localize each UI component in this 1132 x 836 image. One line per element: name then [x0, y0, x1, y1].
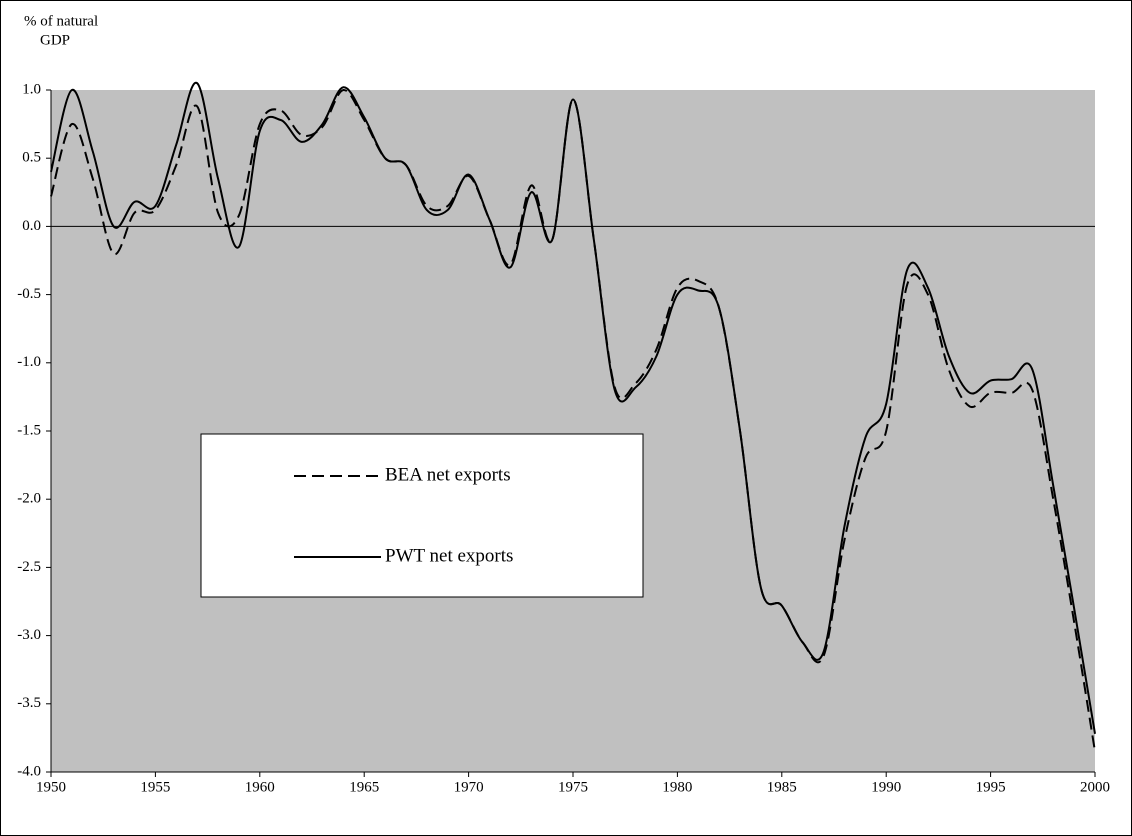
y-axis-label: GDP	[40, 32, 70, 48]
series-line	[50, 89, 1096, 752]
y-tick-label: -2.0	[17, 491, 41, 507]
y-tick-label: -2.5	[17, 559, 41, 575]
x-tick-label: 1995	[976, 779, 1006, 795]
plot-area	[51, 90, 1095, 772]
legend-label: BEA net exports	[385, 464, 511, 485]
y-tick-label: 1.0	[22, 81, 41, 97]
legend-label: PWT net exports	[385, 545, 513, 566]
x-tick-label: 1975	[558, 779, 588, 795]
y-tick-label: -1.5	[17, 422, 41, 438]
x-tick-label: 1980	[662, 779, 692, 795]
series-line	[50, 82, 1096, 734]
y-tick-label: -3.0	[17, 627, 41, 643]
x-tick-label: 1965	[349, 779, 379, 795]
y-tick-label: -0.5	[17, 286, 41, 302]
y-tick-label: -4.0	[17, 763, 41, 779]
x-tick-label: 1955	[140, 779, 170, 795]
x-tick-label: 1970	[454, 779, 484, 795]
y-tick-label: -1.0	[17, 354, 41, 370]
x-tick-label: 1985	[767, 779, 797, 795]
x-tick-label: 1960	[245, 779, 275, 795]
y-axis-label: % of natural	[24, 13, 98, 29]
y-tick-label: -3.5	[17, 695, 41, 711]
x-tick-label: 1990	[871, 779, 901, 795]
y-tick-label: 0.0	[22, 218, 41, 234]
x-tick-label: 1950	[36, 779, 66, 795]
legend-box	[200, 433, 644, 598]
x-tick-label: 2000	[1080, 779, 1110, 795]
y-tick-label: 0.5	[22, 150, 41, 166]
